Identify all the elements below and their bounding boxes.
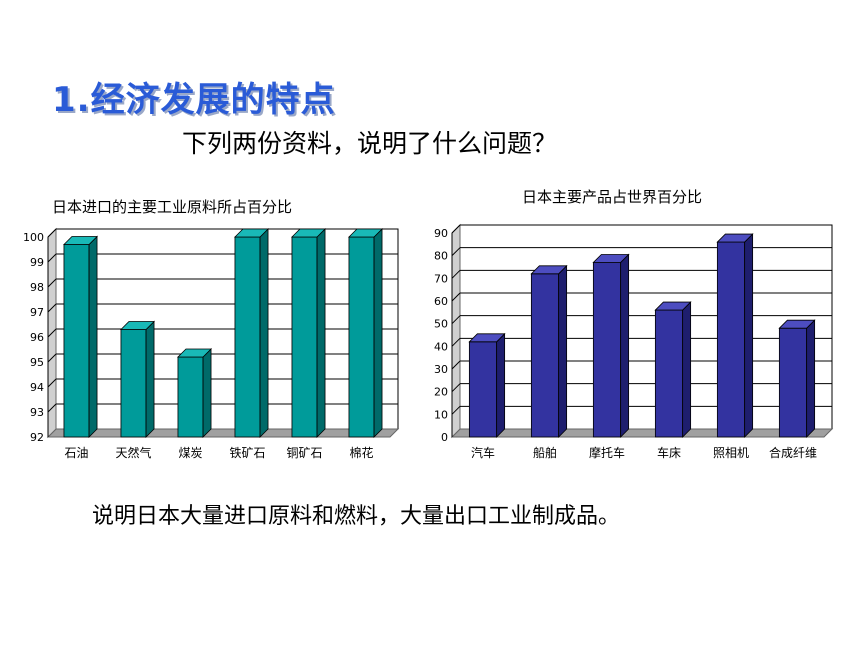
import-category-label: 石油 xyxy=(64,446,88,460)
product-y-tick-label: 70 xyxy=(434,272,448,285)
import-bar xyxy=(290,228,327,438)
product-y-tick-label: 40 xyxy=(434,340,448,353)
product-y-tick-label: 0 xyxy=(441,431,448,444)
import-y-tick-label: 92 xyxy=(30,431,44,444)
import-bar xyxy=(119,320,156,438)
import-y-tick-label: 94 xyxy=(30,381,44,394)
import-category-label: 棉花 xyxy=(349,445,373,460)
import-bar xyxy=(176,348,213,438)
product-y-tick-label: 90 xyxy=(434,227,448,240)
product-y-tick-label: 30 xyxy=(434,363,448,376)
import-gridline-side xyxy=(47,353,57,363)
product-y-tick-label: 60 xyxy=(434,295,448,308)
product-gridline-side xyxy=(451,292,461,302)
product-y-tick-label: 10 xyxy=(434,408,448,421)
product-plot-area xyxy=(459,224,833,430)
product-category-label: 汽车 xyxy=(471,445,495,460)
product-y-tick-label: 80 xyxy=(434,250,448,263)
import-y-tick-label: 97 xyxy=(30,306,44,319)
product-bar xyxy=(468,332,506,438)
product-gridline-side xyxy=(451,247,461,257)
import-gridline-side xyxy=(47,403,57,413)
import-y-tick-label: 96 xyxy=(30,331,44,344)
import-gridline-side xyxy=(47,253,57,263)
import-gridline-side xyxy=(47,303,57,313)
conclusion-text: 说明日本大量进口原料和燃料，大量出口工业制成品。 xyxy=(92,504,621,529)
import-y-tick-label: 93 xyxy=(30,406,44,419)
import-chart-title: 日本进口的主要工业原料所占百分比 xyxy=(52,198,293,216)
import-category-label: 铜矿石 xyxy=(286,445,322,460)
import-gridline-side xyxy=(47,378,57,388)
product-category-label: 合成纤维 xyxy=(769,445,817,460)
product-category-label: 船舶 xyxy=(533,445,557,460)
product-bar xyxy=(530,264,568,438)
import-category-label: 铁矿石 xyxy=(229,446,265,460)
import-y-tick-label: 99 xyxy=(30,256,44,269)
product-y-tick-label: 20 xyxy=(434,386,448,399)
product-gridline-side xyxy=(451,360,461,370)
question-text: 下列两份资料，说明了什么问题？ xyxy=(182,129,558,158)
product-bar xyxy=(592,253,630,438)
import-bar xyxy=(347,228,384,438)
product-bar xyxy=(654,301,692,438)
import-gridline-side xyxy=(47,278,57,288)
product-gridline-side xyxy=(451,337,461,347)
page-title: 1.经济发展的特点 xyxy=(52,80,336,120)
product-gridline-side xyxy=(451,383,461,393)
product-gridline-side xyxy=(451,405,461,415)
product-y-tick-label: 50 xyxy=(434,318,448,331)
import-y-tick-label: 100 xyxy=(23,231,44,244)
product-category-label: 照相机 xyxy=(713,446,749,460)
import-gridline-side xyxy=(47,328,57,338)
product-gridline-side xyxy=(451,269,461,279)
product-gridline-side xyxy=(451,224,461,234)
product-floor xyxy=(450,428,834,438)
import-bar xyxy=(62,235,99,438)
import-bar xyxy=(233,228,270,438)
product-category-label: 车床 xyxy=(657,445,681,460)
product-category-label: 摩托车 xyxy=(589,445,625,460)
import-category-label: 天然气 xyxy=(115,445,151,460)
product-bar xyxy=(778,319,816,438)
product-chart-title: 日本主要产品占世界百分比 xyxy=(522,188,703,206)
import-gridline-side xyxy=(47,228,57,238)
import-y-tick-label: 95 xyxy=(30,356,44,369)
import-category-label: 煤炭 xyxy=(178,446,202,460)
import-y-tick-label: 98 xyxy=(30,281,44,294)
product-side-wall xyxy=(451,223,461,439)
product-bar xyxy=(716,233,754,438)
product-gridline-side xyxy=(451,315,461,325)
